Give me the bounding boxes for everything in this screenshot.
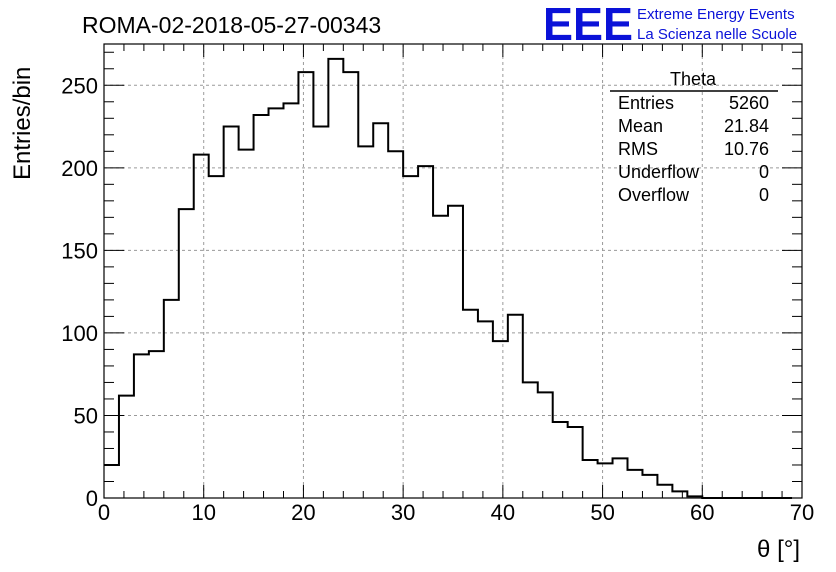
stats-label-mean: Mean (618, 116, 663, 136)
stats-value-rms: 10.76 (724, 139, 769, 159)
stats-label-underflow: Underflow (618, 162, 700, 182)
x-tick-label: 40 (491, 500, 515, 525)
stats-value-overflow: 0 (759, 185, 769, 205)
eee-logo: EEE (543, 0, 633, 50)
plot-frame (103, 43, 803, 499)
grid-lines (104, 44, 802, 498)
y-tick-label: 250 (61, 73, 98, 98)
x-tick-label: 60 (690, 500, 714, 525)
x-tick-label: 70 (790, 500, 814, 525)
y-tick-label: 100 (61, 321, 98, 346)
x-tick-labels: 0 10 20 30 40 50 60 70 (98, 500, 814, 525)
stats-value-mean: 21.84 (724, 116, 769, 136)
stats-title: Theta (670, 69, 717, 89)
run-title: ROMA-02-2018-05-27-00343 (82, 12, 381, 38)
y-tick-label: 0 (86, 486, 98, 511)
x-tick-label: 20 (291, 500, 315, 525)
x-tick-label: 50 (590, 500, 614, 525)
x-tick-label: 30 (391, 500, 415, 525)
stats-value-underflow: 0 (759, 162, 769, 182)
x-tick-label: 10 (191, 500, 215, 525)
y-tick-label: 200 (61, 156, 98, 181)
logo-line-2: La Scienza nelle Scuole (637, 26, 797, 43)
histogram-line (104, 57, 793, 499)
y-tick-labels: 0 50 100 150 200 250 (61, 73, 98, 511)
y-axis-label: Entries/bin (9, 67, 36, 180)
y-tick-label: 50 (74, 403, 98, 428)
stats-value-entries: 5260 (729, 93, 769, 113)
stats-label-overflow: Overflow (618, 185, 690, 205)
axis-ticks (103, 44, 803, 499)
stats-box: Theta Entries 5260 Mean 21.84 RMS 10.76 … (610, 69, 778, 205)
y-tick-label: 150 (61, 238, 98, 263)
x-tick-label: 0 (98, 500, 110, 525)
x-axis-label: θ [°] (757, 536, 800, 563)
stats-label-rms: RMS (618, 139, 658, 159)
logo-line-1: Extreme Energy Events (637, 6, 795, 23)
stats-label-entries: Entries (618, 93, 674, 113)
